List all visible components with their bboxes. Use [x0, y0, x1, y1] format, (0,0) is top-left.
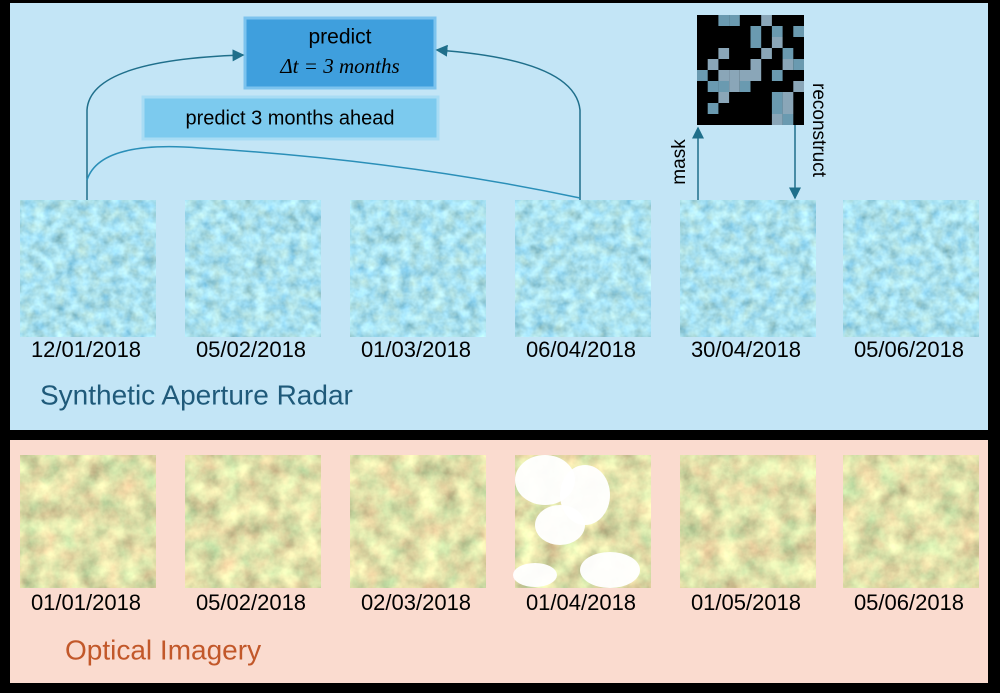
- mask-patch: [771, 103, 783, 114]
- arrow: [86, 49, 245, 200]
- sar-date: 06/04/2018: [526, 337, 636, 362]
- sar-title: Synthetic Aperture Radar: [40, 379, 353, 410]
- sar-date: 30/04/2018: [691, 337, 801, 362]
- mask-patch: [718, 92, 730, 103]
- mask-patch: [718, 48, 730, 59]
- predict-text: predict: [308, 26, 371, 49]
- mask-patch: [707, 103, 719, 114]
- optical-image: [20, 455, 156, 588]
- mask-patch: [739, 81, 751, 92]
- sar-date: 01/03/2018: [361, 337, 471, 362]
- optical-image: [843, 455, 979, 588]
- ahead-box: [141, 95, 440, 141]
- sar-image: [515, 200, 651, 337]
- optical-date: 02/03/2018: [361, 590, 471, 615]
- mask-patch: [697, 70, 708, 81]
- arrow: [435, 44, 581, 200]
- mask-patch: [793, 59, 804, 70]
- sar-image: [680, 200, 816, 337]
- sar-image: [185, 200, 321, 337]
- cloud: [513, 563, 557, 587]
- optical-image: [185, 455, 321, 588]
- sar-date: 05/06/2018: [854, 337, 964, 362]
- mask-patch: [771, 92, 783, 103]
- mask-patch: [750, 37, 762, 48]
- mask-patch: [793, 26, 804, 37]
- optical-date: 05/02/2018: [196, 590, 306, 615]
- mask-patch: [782, 103, 794, 114]
- cloud: [535, 505, 585, 545]
- optical-panel: [10, 440, 988, 683]
- mask-patch: [729, 70, 740, 81]
- sar-image: [350, 200, 486, 337]
- mask-patch: [729, 15, 740, 26]
- optical-date: 01/04/2018: [526, 590, 636, 615]
- sar-date: 05/02/2018: [196, 337, 306, 362]
- mask-patch: [782, 48, 794, 59]
- optical-image: [350, 455, 486, 588]
- reconstruct-label: reconstruct: [808, 83, 829, 178]
- mask-patch: [750, 59, 762, 70]
- sar-image: [843, 200, 979, 337]
- optical-date: 01/05/2018: [691, 590, 801, 615]
- connector: [86, 145, 581, 199]
- predict-box: [243, 16, 437, 90]
- delta-text: Δt = 3 months: [279, 54, 399, 78]
- mask-patch: [782, 92, 794, 103]
- optical-date: 01/01/2018: [31, 590, 141, 615]
- mask-patch: [739, 70, 751, 81]
- mask-patch: [782, 114, 794, 125]
- mask-label: mask: [669, 139, 690, 185]
- mask-patch: [771, 114, 783, 125]
- optical-image: [680, 455, 816, 588]
- mask-patch: [761, 48, 772, 59]
- mask-patch: [718, 81, 730, 92]
- sar-date: 12/01/2018: [31, 337, 141, 362]
- mask-patch: [771, 70, 783, 81]
- mask-patch: [771, 37, 783, 48]
- mask-patch: [707, 81, 719, 92]
- mask-patch: [718, 70, 730, 81]
- mask-patch: [782, 59, 794, 70]
- optical-date: 05/06/2018: [854, 590, 964, 615]
- mask-patch: [718, 15, 730, 26]
- mask-patch: [761, 15, 772, 26]
- mask-patch: [750, 26, 762, 37]
- sar-panel: [10, 3, 988, 430]
- mask-image: [697, 15, 804, 125]
- ahead-text: predict 3 months ahead: [185, 107, 394, 129]
- sar-image: [20, 200, 156, 337]
- cloud: [515, 455, 575, 505]
- mask-patch: [771, 26, 783, 37]
- mask-patch: [707, 59, 719, 70]
- mask-patch: [793, 81, 804, 92]
- optical-title: Optical Imagery: [65, 634, 261, 665]
- mask-patch: [729, 81, 740, 92]
- mask-patch: [750, 70, 762, 81]
- cloud: [580, 552, 640, 588]
